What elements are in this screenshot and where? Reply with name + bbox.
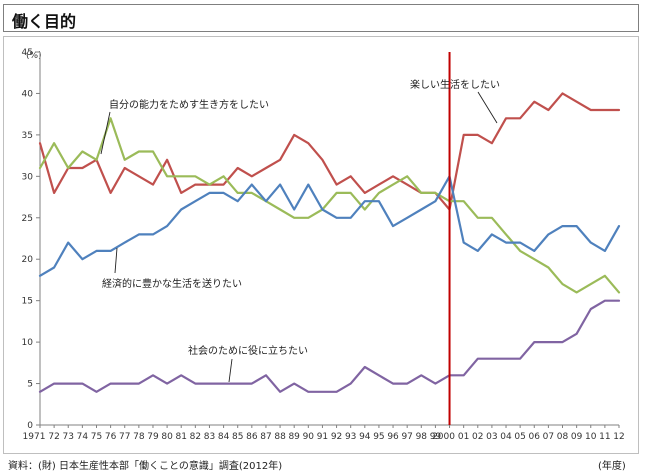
- series-line-1: [38, 92, 621, 211]
- x-tick-label: 08: [557, 432, 569, 442]
- x-tick-label: 09: [571, 432, 583, 442]
- y-tick-label: 45: [22, 48, 33, 58]
- x-tick-label: 88: [274, 432, 286, 442]
- x-tick-label: 94: [359, 432, 371, 442]
- x-tick-label: 80: [161, 432, 173, 442]
- y-tick-label: 5: [27, 380, 33, 390]
- series-layer: [38, 52, 621, 425]
- x-tick-label: 85: [232, 432, 243, 442]
- leader-society: [228, 358, 233, 383]
- x-tick-label: 06: [529, 432, 541, 442]
- x-tick-label: 86: [246, 432, 258, 442]
- label-society: 社会のために役に立ちたい: [188, 344, 308, 357]
- y-tick-label: 35: [22, 131, 33, 141]
- x-tick-label: 82: [190, 432, 201, 442]
- x-tick-label: 05: [514, 432, 525, 442]
- x-tick-label: 93: [345, 432, 356, 442]
- x-tick-label: 79: [147, 432, 159, 442]
- x-tick-label: 01: [458, 432, 469, 442]
- x-tick-label: 74: [77, 432, 89, 442]
- x-tick-label: 89: [288, 432, 300, 442]
- x-tick-label: 04: [500, 432, 512, 442]
- y-tick-label: 25: [22, 214, 33, 224]
- page-title: 働く目的: [12, 12, 77, 31]
- x-tick-label: 12: [613, 432, 624, 442]
- x-tick-label: 77: [119, 432, 130, 442]
- x-tick-label: 2000: [432, 432, 455, 442]
- x-tick-label: 72: [48, 432, 59, 442]
- y-tick-label: 40: [22, 89, 34, 99]
- x-tick-label: 96: [387, 432, 399, 442]
- x-tick-label: 03: [486, 432, 497, 442]
- title-box: 働く目的: [3, 4, 639, 32]
- x-tick-label: 90: [303, 432, 315, 442]
- series-line-3: [38, 175, 621, 277]
- label-economy: 経済的に豊かな生活を送りたい: [102, 277, 242, 290]
- x-tick-label: 02: [472, 432, 483, 442]
- x-tick-label: 87: [260, 432, 271, 442]
- x-tick-label: 07: [543, 432, 554, 442]
- x-tick-label: 75: [91, 432, 102, 442]
- x-tick-label: 10: [585, 432, 597, 442]
- x-tick-label: 99: [430, 432, 442, 442]
- x-axis-unit: (年度): [598, 461, 626, 472]
- y-tick-label: 20: [22, 255, 34, 265]
- x-tick-label: 95: [373, 432, 384, 442]
- x-tick-label: 76: [105, 432, 117, 442]
- x-tick-label: 78: [133, 432, 145, 442]
- y-tick-label: 30: [22, 172, 34, 182]
- y-tick-label: 0: [27, 421, 33, 431]
- y-tick-label: 15: [22, 297, 33, 307]
- leader-fun: [477, 91, 498, 124]
- annotations: 自分の能力をためす生き方をしたい 楽しい生活をしたい 経済的に豊かな生活を送りた…: [100, 78, 500, 383]
- y-tick-label: 10: [22, 338, 34, 348]
- x-tick-label: 91: [317, 432, 328, 442]
- leader-economy: [114, 247, 118, 274]
- source-note: 資料：(財) 日本生産性本部「働くことの意識」調査(2012年): [8, 461, 283, 472]
- x-tick-label: 97: [401, 432, 412, 442]
- x-tick-label: 92: [331, 432, 342, 442]
- x-tick-label: 81: [175, 432, 186, 442]
- x-tick-label: 11: [599, 432, 610, 442]
- x-tick-label: 1971: [23, 432, 46, 442]
- series-line-4: [38, 299, 621, 393]
- x-tick-label: 98: [416, 432, 428, 442]
- x-tick-label: 73: [63, 432, 74, 442]
- x-tick-label: 84: [218, 432, 230, 442]
- y-axis-unit: (%): [26, 51, 42, 61]
- label-fun: 楽しい生活をしたい: [410, 78, 500, 91]
- leader-ability: [100, 111, 111, 155]
- series-line-2: [38, 117, 621, 294]
- label-ability: 自分の能力をためす生き方をしたい: [109, 98, 269, 111]
- x-tick-label: 83: [204, 432, 215, 442]
